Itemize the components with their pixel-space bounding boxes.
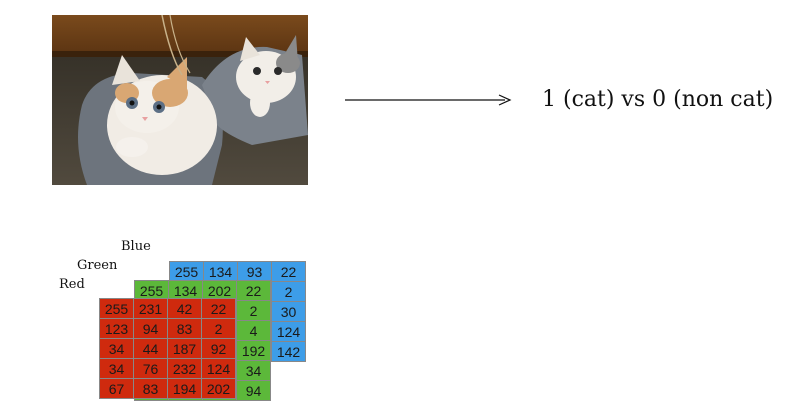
red-pixel-cell: 255 [100,299,134,319]
red-pixel-cell: 67 [100,379,134,399]
green-channel-label: Green [77,258,117,273]
kitten-photo [52,15,308,185]
green-pixel-cell: 34 [237,361,271,381]
red-pixel-cell: 94 [134,319,168,339]
red-pixel-cell: 2 [202,319,236,339]
red-pixel-cell: 83 [134,379,168,399]
blue-pixel-cell: 22 [272,262,306,282]
green-pixel-cell: 2 [237,301,271,321]
blue-pixel-cell: 124 [272,322,306,342]
right-arrow-icon [345,93,513,107]
red-pixel-cell: 92 [202,339,236,359]
blue-pixel-cell: 93 [238,262,272,282]
red-channel-grid: 255 231 42 22 123 94 83 2 34 44 187 92 34 76 232 124 67 8… [99,298,236,399]
red-pixel-cell: 232 [168,359,202,379]
red-pixel-cell: 34 [100,339,134,359]
red-pixel-cell: 83 [168,319,202,339]
red-pixel-cell: 187 [168,339,202,359]
red-pixel-cell: 44 [134,339,168,359]
blue-pixel-cell: 134 [204,262,238,282]
red-pixel-cell: 231 [134,299,168,319]
red-pixel-cell: 34 [100,359,134,379]
green-pixel-cell: 22 [237,281,271,301]
red-pixel-cell: 76 [134,359,168,379]
blue-channel-label: Blue [121,239,151,254]
red-channel-label: Red [59,277,85,292]
red-pixel-cell: 42 [168,299,202,319]
red-pixel-cell: 194 [168,379,202,399]
red-pixel-cell: 123 [100,319,134,339]
red-pixel-cell: 124 [202,359,236,379]
green-pixel-cell: 4 [237,321,271,341]
green-pixel-cell: 192 [237,341,271,361]
classification-label: 1 (cat) vs 0 (non cat) [542,88,773,112]
red-pixel-cell: 22 [202,299,236,319]
blue-pixel-cell: 2 [272,282,306,302]
blue-pixel-cell: 30 [272,302,306,322]
green-pixel-cell: 94 [237,381,271,401]
blue-pixel-cell: 255 [170,262,204,282]
red-pixel-cell: 202 [202,379,236,399]
blue-pixel-cell: 142 [272,342,306,362]
